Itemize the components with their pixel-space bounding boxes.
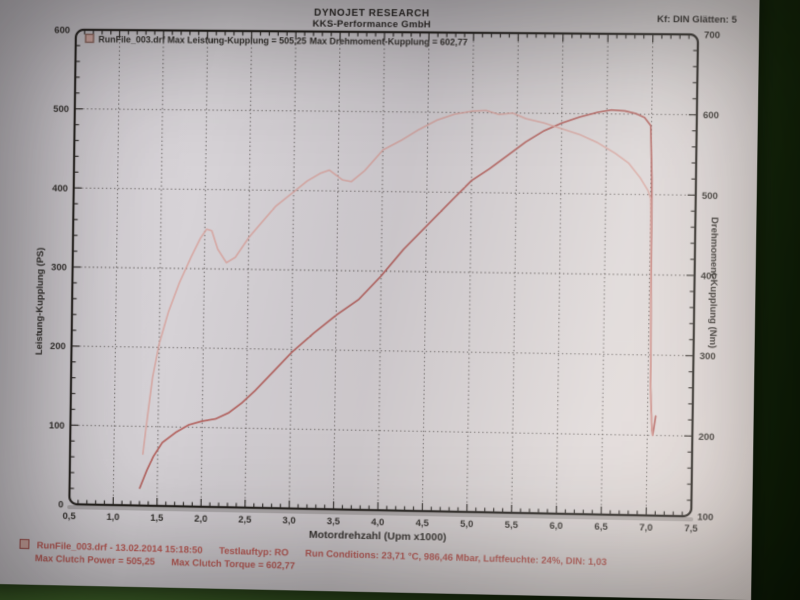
left-axis-title: Leistung-Kupplung (PS) <box>34 247 46 355</box>
test-type-label: Testlauftyp: RO <box>218 545 289 559</box>
svg-text:4,0: 4,0 <box>371 517 384 528</box>
svg-text:400: 400 <box>701 271 717 282</box>
svg-text:3,5: 3,5 <box>327 516 340 527</box>
svg-text:5,5: 5,5 <box>505 520 518 531</box>
power-curve <box>140 106 660 498</box>
svg-text:0,5: 0,5 <box>63 511 76 522</box>
svg-text:500: 500 <box>53 104 69 115</box>
svg-text:1,0: 1,0 <box>106 512 119 523</box>
svg-text:200: 200 <box>698 432 714 443</box>
dyno-chart: 0,5 1,0 1,5 2,0 2,5 3,0 3,5 4,0 4,5 5,0 5,5 6,0 6,5 7… <box>34 25 720 544</box>
svg-text:200: 200 <box>50 341 66 352</box>
svg-text:100: 100 <box>49 420 65 431</box>
svg-text:0: 0 <box>58 499 63 510</box>
svg-text:1,5: 1,5 <box>150 513 163 524</box>
x-axis-tick-labels: 0,5 1,0 1,5 2,0 2,5 3,0 3,5 4,0 4,5 5,0 5,5 6,0 6,5 7… <box>63 511 698 535</box>
legend-torque-entry: Max Drehmoment-Kupplung = 602,77 <box>309 36 467 47</box>
right-axis-tick-labels: 100 200 300 400 500 600 700 <box>697 30 720 523</box>
chart-legend: RunFile_003.drf Max Leistung-Kupplung = … <box>85 33 468 47</box>
left-axis-tick-labels: 0 100 200 300 400 500 600 <box>49 25 70 510</box>
svg-text:700: 700 <box>704 30 720 41</box>
svg-text:6,5: 6,5 <box>594 521 607 532</box>
svg-text:2,5: 2,5 <box>238 514 251 525</box>
svg-text:600: 600 <box>54 25 70 36</box>
svg-text:100: 100 <box>697 512 713 523</box>
svg-text:500: 500 <box>702 191 718 202</box>
dyno-printout-paper: DYNOJET RESEARCH KKS-Performance GmbH Kf… <box>0 0 760 600</box>
svg-text:4,5: 4,5 <box>415 518 428 529</box>
svg-text:5,0: 5,0 <box>460 519 473 530</box>
axis-print-shadow <box>67 505 694 522</box>
svg-text:300: 300 <box>699 351 715 362</box>
svg-text:600: 600 <box>703 110 719 121</box>
svg-text:400: 400 <box>52 183 68 194</box>
svg-text:6,0: 6,0 <box>549 521 562 532</box>
svg-text:7,5: 7,5 <box>684 523 698 534</box>
svg-text:2,0: 2,0 <box>194 514 207 525</box>
torque-curve <box>143 107 657 463</box>
x-axis-title: Motordrehzahl (Upm x1000) <box>309 530 447 544</box>
svg-text:300: 300 <box>51 262 67 273</box>
legend-power-entry: RunFile_003.drf Max Leistung-Kupplung = … <box>98 34 306 46</box>
svg-text:7,0: 7,0 <box>639 522 653 533</box>
right-axis-title: Drehmoment-Kupplung (Nm) <box>707 217 720 348</box>
legend-chip-icon <box>85 33 95 44</box>
run-legend-chip-icon <box>19 538 30 550</box>
svg-text:3,0: 3,0 <box>282 515 295 526</box>
